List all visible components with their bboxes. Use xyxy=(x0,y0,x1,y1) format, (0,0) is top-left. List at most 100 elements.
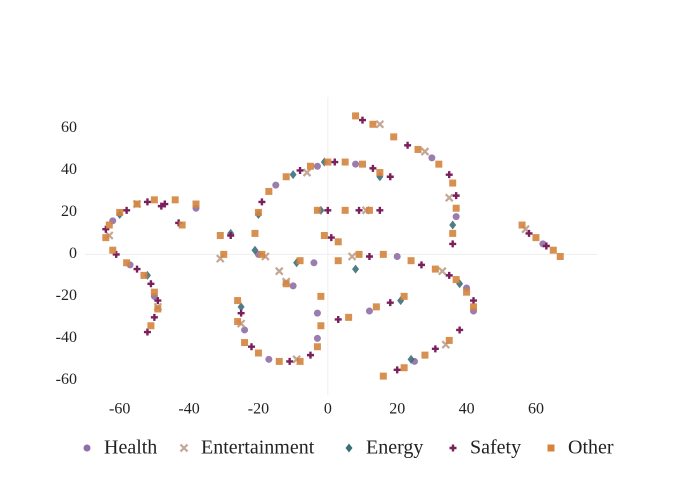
point xyxy=(302,168,312,177)
legend-label: Health xyxy=(104,437,157,459)
point xyxy=(400,364,408,372)
point xyxy=(400,292,408,300)
point xyxy=(334,315,342,323)
point xyxy=(241,326,249,334)
legend-swatch xyxy=(449,444,457,452)
point xyxy=(265,355,273,363)
point xyxy=(313,309,321,317)
point xyxy=(317,292,325,300)
point xyxy=(386,173,394,181)
point xyxy=(431,265,439,273)
point xyxy=(470,297,478,305)
legend-swatch xyxy=(179,443,189,453)
point xyxy=(449,240,457,248)
point xyxy=(133,265,141,273)
point xyxy=(147,322,155,330)
point xyxy=(452,204,460,212)
point xyxy=(324,158,332,166)
point xyxy=(435,160,443,168)
point xyxy=(345,313,353,321)
legend-label: Safety xyxy=(470,437,521,459)
series xyxy=(102,116,550,374)
point xyxy=(234,318,242,326)
point xyxy=(157,202,165,210)
legend-swatch xyxy=(547,444,555,452)
point xyxy=(393,252,401,260)
y-tick-label: -60 xyxy=(56,371,77,388)
point xyxy=(444,193,454,203)
point xyxy=(359,160,367,168)
point xyxy=(375,120,385,129)
legend-label: Energy xyxy=(366,437,423,459)
point xyxy=(355,206,363,214)
point xyxy=(150,196,158,204)
point xyxy=(518,221,526,229)
point xyxy=(369,164,377,172)
point xyxy=(324,206,332,214)
point xyxy=(296,257,304,265)
point xyxy=(334,238,342,246)
point xyxy=(150,288,158,296)
point xyxy=(123,206,131,214)
point xyxy=(334,257,342,265)
point xyxy=(310,259,318,267)
point xyxy=(102,234,110,242)
point xyxy=(445,336,453,344)
point xyxy=(407,354,415,364)
legend-swatch xyxy=(345,443,353,453)
point xyxy=(407,257,415,265)
point xyxy=(445,271,453,279)
point xyxy=(116,208,124,216)
legend: Health Entertainment Energy Safety Other xyxy=(83,437,614,459)
x-tick-label: 20 xyxy=(389,401,405,418)
point xyxy=(376,206,384,214)
point xyxy=(237,302,245,312)
point xyxy=(109,246,117,254)
point xyxy=(347,252,357,261)
x-tick-label: 40 xyxy=(459,401,475,418)
point xyxy=(341,158,349,166)
point xyxy=(171,196,179,204)
point xyxy=(251,245,259,255)
point xyxy=(313,334,321,342)
point xyxy=(327,234,335,242)
point xyxy=(220,250,228,258)
point xyxy=(234,297,242,305)
point xyxy=(254,208,262,216)
legend-label: Entertainment xyxy=(201,437,315,459)
point xyxy=(248,343,256,351)
series xyxy=(102,112,564,380)
point xyxy=(449,229,457,237)
point xyxy=(525,229,533,237)
y-tick-label: 60 xyxy=(61,119,77,136)
point xyxy=(365,307,373,315)
point xyxy=(420,147,430,156)
point xyxy=(133,200,141,208)
point xyxy=(289,282,297,290)
point xyxy=(272,181,280,189)
legend-label: Other xyxy=(568,437,614,459)
point xyxy=(123,259,131,267)
point xyxy=(216,232,224,240)
point xyxy=(296,357,304,365)
point xyxy=(379,372,387,380)
point xyxy=(227,232,235,240)
point xyxy=(140,271,148,279)
point xyxy=(421,351,429,359)
point xyxy=(386,299,394,307)
point xyxy=(258,198,266,206)
x-tick-label: 0 xyxy=(324,401,332,418)
point xyxy=(393,366,401,374)
point xyxy=(143,198,151,206)
point xyxy=(154,297,162,305)
point xyxy=(359,116,367,124)
point xyxy=(313,162,321,170)
point xyxy=(470,303,478,311)
point xyxy=(296,166,304,174)
point xyxy=(549,246,557,254)
point xyxy=(404,141,412,149)
point xyxy=(456,326,464,334)
y-tick-label: -40 xyxy=(56,329,77,346)
point xyxy=(390,133,398,141)
point xyxy=(352,160,360,168)
